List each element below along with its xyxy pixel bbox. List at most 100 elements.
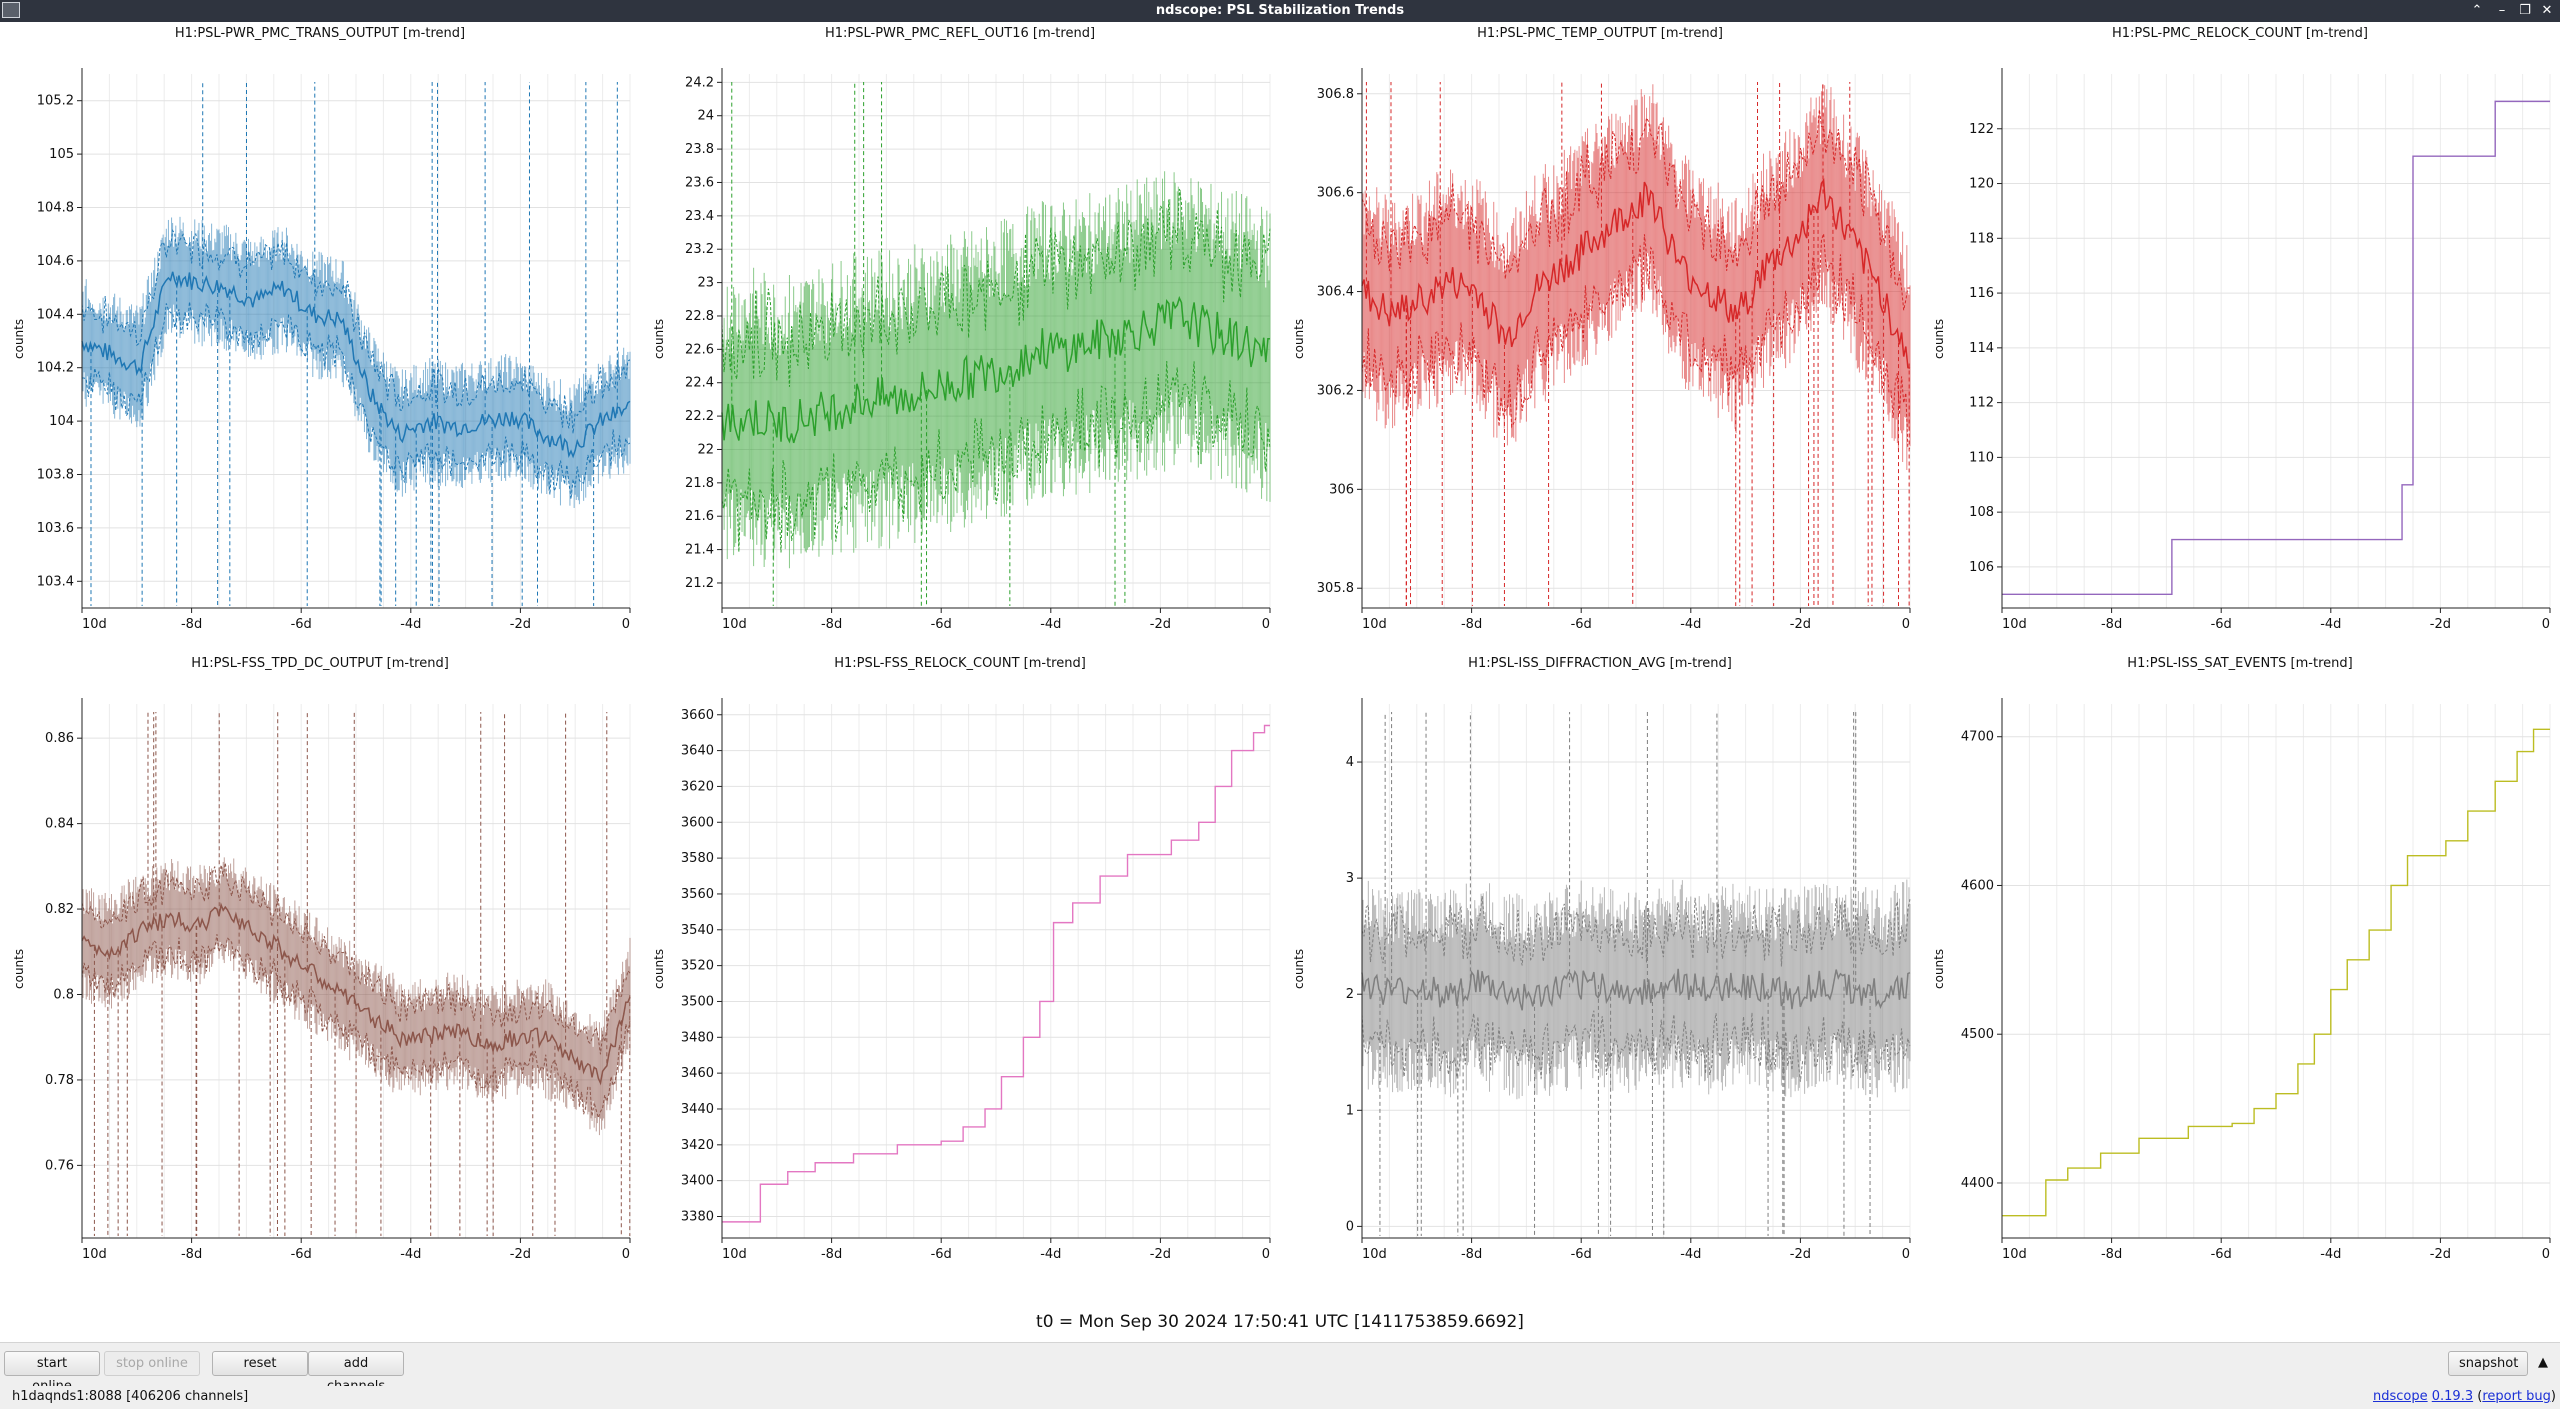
paren-open: (: [2477, 1389, 2483, 1404]
y-tick-label: 122: [1969, 122, 1994, 137]
start-online-button[interactable]: start online: [4, 1351, 100, 1394]
x-tick-label: 0: [2542, 617, 2550, 632]
app-icon[interactable]: [2, 2, 20, 18]
x-tick-label: -8d: [1461, 617, 1482, 632]
y-tick-label: 0.8: [53, 987, 74, 1002]
y-tick-label: 103.4: [37, 574, 74, 589]
x-tick-label: 10d: [82, 617, 107, 632]
bottom-toolbar: start online stop online reset add chann…: [0, 1342, 2560, 1394]
version-link[interactable]: 0.19.3: [2431, 1389, 2474, 1404]
y-tick-label: 23.4: [685, 209, 714, 224]
x-tick-label: -2d: [2430, 617, 2451, 632]
y-tick-label: 21.4: [685, 543, 714, 558]
plot-iss-sat-events[interactable]: H1:PSL-ISS_SAT_EVENTS [m-trend] counts 440…: [1920, 652, 2560, 1282]
x-tick-label: 10d: [82, 1247, 107, 1262]
snapshot-button[interactable]: snapshot: [2448, 1351, 2528, 1376]
y-tick-label: 0.78: [45, 1073, 74, 1088]
plot-pmc-relock-count[interactable]: H1:PSL-PMC_RELOCK_COUNT [m-trend] counts 1…: [1920, 22, 2560, 652]
server-status: h1daqnds1:8088 [406206 channels]: [12, 1389, 249, 1404]
y-tick-label: 108: [1969, 505, 1994, 520]
x-tick-label: -6d: [291, 617, 312, 632]
axes: 3380 3400 3420 3440 3460 3480 3500 3520 3540 3560…: [681, 698, 1271, 1262]
y-tick-label: 3520: [681, 959, 714, 974]
series-max: [721, 188, 1271, 387]
series-line: [2002, 100, 2550, 596]
series-line: [722, 724, 1270, 1223]
plot-grid: H1:PSL-PWR_PMC_TRANS_OUTPUT [m-trend] cou…: [0, 22, 2560, 1342]
expand-up-icon[interactable]: ▲: [2538, 1355, 2548, 1370]
x-tick-label: 0: [622, 617, 630, 632]
y-tick-label: 0.86: [45, 731, 74, 746]
x-tick-label: 0: [1262, 1247, 1270, 1262]
y-tick-label: 104.8: [37, 201, 74, 216]
y-tick-label: 23: [697, 276, 714, 291]
y-tick-label: 110: [1969, 450, 1994, 465]
plot-canvas: 103.4 103.6 103.8 104 104.2 104.4 104.6 104.8 10…: [37, 68, 631, 632]
x-tick-label: -2d: [510, 1247, 531, 1262]
x-tick-label: 0: [2542, 1247, 2550, 1262]
x-tick-label: -6d: [291, 1247, 312, 1262]
y-tick-label: 0: [1346, 1219, 1354, 1234]
maximize-button[interactable]: ❐: [2519, 3, 2531, 18]
y-tick-label: 104.4: [37, 307, 74, 322]
plot-title: H1:PSL-PWR_PMC_TRANS_OUTPUT [m-trend]: [174, 26, 466, 41]
series-mean: [81, 902, 631, 1086]
plot-fss-relock-count[interactable]: H1:PSL-FSS_RELOCK_COUNT [m-trend] counts 3…: [640, 652, 1280, 1282]
shade-button[interactable]: ⌃: [2471, 3, 2483, 18]
plot-fss-tpd-dc-output[interactable]: H1:PSL-FSS_TPD_DC_OUTPUT [m-trend] counts…: [0, 652, 640, 1282]
series-max: [1361, 896, 1911, 967]
series-max: [81, 229, 631, 434]
plot-canvas: 0 1 2 3 4 10d -8d -6d -4d -2d 0: [1346, 698, 1911, 1262]
x-tick-label: -6d: [931, 617, 952, 632]
y-tick-label: 4400: [1961, 1176, 1994, 1191]
y-tick-label: 305.8: [1317, 581, 1354, 596]
series: [1361, 712, 1911, 1236]
plot-pmc-refl-out16[interactable]: H1:PSL-PWR_PMC_REFL_OUT16 [m-trend] count…: [640, 22, 1280, 652]
close-button[interactable]: ✕: [2541, 3, 2553, 18]
x-tick-label: -4d: [2320, 1247, 2341, 1262]
series-mean: [1361, 968, 1911, 1011]
y-tick-label: 3620: [681, 779, 714, 794]
plot-pmc-trans-output[interactable]: H1:PSL-PWR_PMC_TRANS_OUTPUT [m-trend] cou…: [0, 22, 640, 652]
x-tick-label: -8d: [181, 1247, 202, 1262]
minimize-button[interactable]: –: [2498, 3, 2506, 18]
series-mean: [1361, 178, 1911, 369]
x-tick-label: 0: [622, 1247, 630, 1262]
y-tick-label: 104.6: [37, 254, 74, 269]
x-tick-label: 0: [1902, 1247, 1910, 1262]
y-tick-label: 104.2: [37, 361, 74, 376]
y-tick-label: 104: [49, 414, 74, 429]
series: [2002, 100, 2550, 596]
x-tick-label: 10d: [1362, 617, 1387, 632]
y-tick-label: 103.6: [37, 521, 74, 536]
plot-title: H1:PSL-FSS_RELOCK_COUNT [m-trend]: [834, 656, 1086, 671]
plot-iss-diffraction-avg[interactable]: H1:PSL-ISS_DIFFRACTION_AVG [m-trend] coun…: [1280, 652, 1920, 1282]
plot-canvas: 0.76 0.78 0.8 0.82 0.84 0.86 10d -8d -6d -4d -2d 0: [45, 698, 631, 1262]
series-line: [2002, 728, 2550, 1217]
series-max: [81, 862, 631, 1055]
grid: [2001, 704, 2551, 1238]
y-tick-label: 22.6: [685, 342, 714, 357]
series-min: [1361, 233, 1911, 449]
add-channels-button[interactable]: add channels: [308, 1351, 404, 1394]
plot-pmc-temp-output[interactable]: H1:PSL-PMC_TEMP_OUTPUT [m-trend] counts 30…: [1280, 22, 1920, 652]
x-tick-label: -8d: [1461, 1247, 1482, 1262]
t0-label: t0 = Mon Sep 30 2024 17:50:41 UTC [14117…: [1036, 1312, 1524, 1332]
report-bug-link[interactable]: report bug: [2482, 1389, 2551, 1404]
window-titlebar: ndscope: PSL Stabilization Trends ⌃ – ❐ …: [0, 0, 2560, 22]
x-tick-label: -6d: [1571, 617, 1592, 632]
series: [81, 82, 631, 606]
y-tick-label: 306: [1329, 482, 1354, 497]
y-tick-label: 3640: [681, 744, 714, 759]
x-tick-label: -2d: [1790, 617, 1811, 632]
y-tick-label: 23.6: [685, 175, 714, 190]
series: [1361, 82, 1911, 606]
y-tick-label: 3: [1346, 871, 1354, 886]
axes: 103.4 103.6 103.8 104 104.2 104.4 104.6 104.8 10…: [37, 68, 631, 632]
ndscope-link[interactable]: ndscope: [2372, 1389, 2428, 1404]
status-bar: h1daqnds1:8088 [406206 channels] ndscope…: [0, 1386, 2560, 1409]
y-tick-label: 3660: [681, 708, 714, 723]
grid: [2001, 74, 2551, 608]
y-tick-label: 0.84: [45, 817, 74, 832]
reset-button[interactable]: reset: [212, 1351, 308, 1376]
